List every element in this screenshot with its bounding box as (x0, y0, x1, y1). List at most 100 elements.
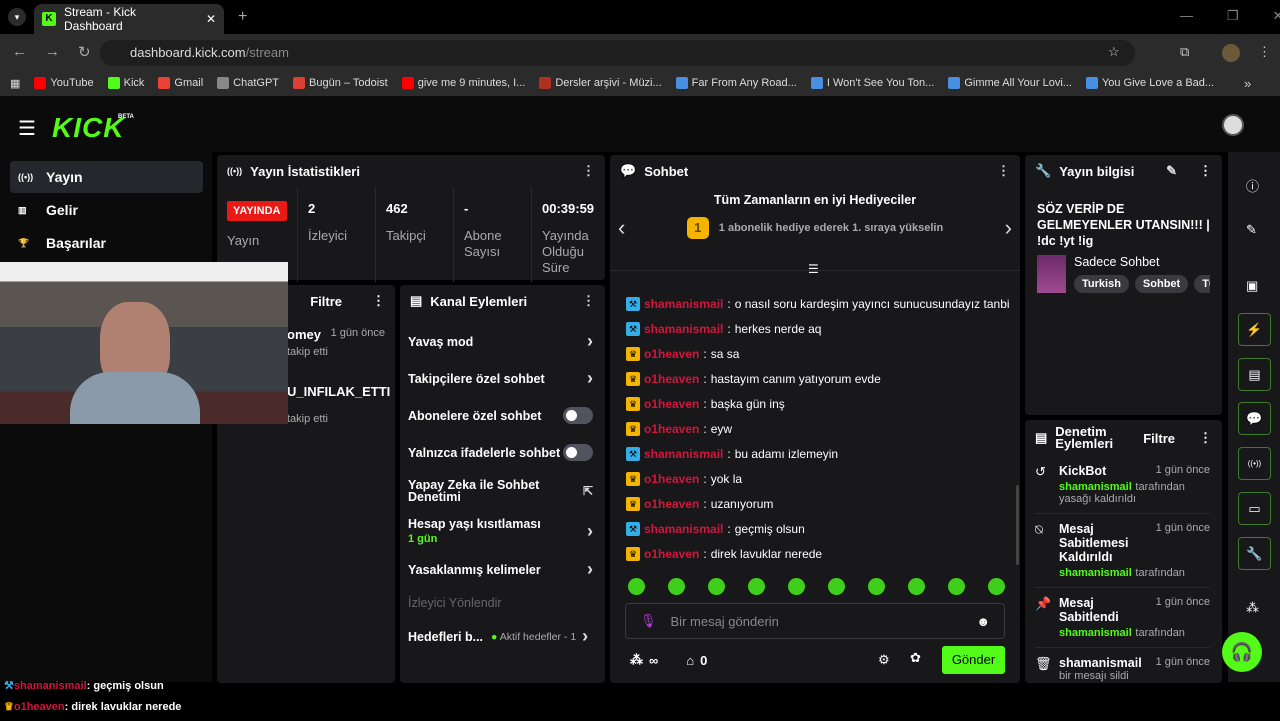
emote-icon[interactable] (628, 578, 645, 595)
channel-action-item[interactable]: Yalnızca ifadelerle sohbet (400, 434, 605, 471)
kick-points-icon[interactable]: ⁂ (630, 652, 643, 667)
chat-username[interactable]: shamanismail (644, 521, 724, 536)
channel-action-item[interactable]: Yasaklanmış kelimeler › (408, 559, 593, 579)
bookmark-item[interactable]: Far From Any Road... (675, 77, 797, 90)
emote-icon[interactable] (828, 578, 845, 595)
chat-username[interactable]: shamanismail (644, 321, 724, 336)
chat-username[interactable]: o1heaven (644, 371, 700, 386)
emote-icon[interactable] (868, 578, 885, 595)
filter-button[interactable]: Filtre (1143, 430, 1175, 446)
minimize-button[interactable]: — (1180, 8, 1193, 23)
chat-username[interactable]: shamanismail (644, 296, 724, 311)
emote-icon[interactable] (988, 578, 1005, 595)
notes-icon[interactable]: ▤ (1238, 358, 1271, 391)
maximize-button[interactable]: ❐ (1227, 8, 1239, 23)
bookmark-item[interactable]: Kick (107, 77, 144, 90)
wrench-icon[interactable]: 🔧 (1238, 537, 1271, 570)
store-icon[interactable]: ⌂ (686, 652, 695, 668)
emote-icon[interactable] (908, 578, 925, 595)
apps-icon[interactable]: ▦ (10, 77, 21, 90)
broadcast-icon[interactable]: ((•)) (1238, 447, 1271, 480)
bookmark-item[interactable]: Gimme All Your Lovi... (948, 77, 1072, 90)
filter-button[interactable]: Filtre (310, 293, 342, 309)
send-button[interactable]: Gönder (942, 646, 1005, 674)
sidebar-item-0[interactable]: ((•)) Yayın (10, 161, 203, 193)
bookmark-item[interactable]: Dersler arşivi - Müzi... (539, 77, 662, 90)
sidebar-item-1[interactable]: ▥ Gelir (18, 202, 78, 218)
channel-action-item[interactable]: Takipçilere özel sohbet › (408, 368, 593, 388)
emote-icon[interactable] (668, 578, 685, 595)
channel-action-item[interactable]: Yapay Zeka ile Sohbet Denetimi ⇱ (408, 478, 593, 504)
info-icon[interactable]: ⓘ (1246, 179, 1260, 194)
edit-icon[interactable]: ✎ (1166, 163, 1177, 178)
channel-action-item[interactable]: Hesap yaşı kısıtlaması 1 gün › (408, 517, 593, 545)
url-input[interactable]: dashboard.kick.com/stream (100, 40, 1135, 66)
extensions-icon[interactable]: ⧉ (1180, 44, 1190, 59)
collapse-icon[interactable]: ☰ (808, 262, 819, 276)
follower-name[interactable]: U_INFILAK_ETTI (287, 384, 391, 399)
reload-icon[interactable]: ↻ (78, 44, 91, 61)
goals-item[interactable]: Hedefleri b... ● Aktif hedefler - 1 › (408, 626, 589, 646)
follower-name[interactable]: omey (287, 327, 321, 342)
more-bookmarks-icon[interactable]: » (1244, 76, 1252, 91)
new-tab-button[interactable]: + (238, 8, 248, 25)
back-icon[interactable]: ← (12, 43, 27, 60)
channel-action-item[interactable]: Abonelere özel sohbet (400, 397, 605, 434)
chat-username[interactable]: shamanismail (644, 446, 724, 461)
chat-username[interactable]: o1heaven (644, 471, 700, 486)
category-thumbnail[interactable] (1037, 255, 1066, 293)
bookmark-item[interactable]: Gmail (158, 77, 203, 90)
toggle-switch[interactable] (563, 407, 593, 424)
prev-arrow[interactable]: ‹ (618, 215, 626, 240)
profile-avatar[interactable] (1222, 44, 1240, 62)
chat-icon[interactable]: 💬 (1238, 402, 1271, 435)
emote-icon[interactable] (708, 578, 725, 595)
more-options-icon[interactable]: ⋮ (582, 163, 595, 178)
tag-pill[interactable]: Türk (1194, 275, 1210, 293)
forward-icon[interactable]: → (45, 43, 60, 60)
screen-capture-icon[interactable]: ▣ (1246, 278, 1259, 293)
more-options-icon[interactable]: ⋮ (582, 293, 595, 308)
more-options-icon[interactable]: ⋮ (372, 293, 385, 308)
user-avatar[interactable] (1222, 114, 1244, 136)
emoji-icon[interactable]: ☻ (976, 613, 990, 629)
bookmark-star-icon[interactable]: ☆ (1108, 44, 1120, 59)
chat-username[interactable]: o1heaven (644, 346, 700, 361)
edit-icon[interactable]: ✎ (1246, 222, 1257, 237)
settings-icon[interactable]: ⚙ (878, 652, 890, 667)
toggle-switch[interactable] (563, 444, 593, 461)
microphone-icon[interactable]: 🎙 (640, 613, 657, 628)
channel-action-item[interactable]: Yavaş mod › (408, 331, 593, 351)
emote-icon[interactable] (948, 578, 965, 595)
bookmark-item[interactable]: YouTube (34, 77, 94, 90)
tab-search-button[interactable]: ▾ (8, 8, 26, 26)
chat-username[interactable]: o1heaven (644, 546, 700, 561)
support-headset-button[interactable]: 🎧 (1222, 632, 1262, 672)
chat-username[interactable]: o1heaven (644, 396, 700, 411)
tag-pill[interactable]: Turkish (1074, 275, 1129, 293)
bookmark-item[interactable]: Bugün – Todoist (293, 77, 388, 90)
sidebar-item-2[interactable]: 🏆 Başarılar (18, 235, 106, 251)
bookmark-item[interactable]: give me 9 minutes, I... (401, 77, 525, 90)
more-options-icon[interactable]: ⋮ (1199, 430, 1212, 445)
chat-scrollbar[interactable] (1016, 485, 1019, 565)
browser-tab[interactable]: K Stream - Kick Dashboard ✕ (34, 4, 224, 34)
tag-pill[interactable]: Sohbet (1134, 275, 1189, 293)
browser-menu-icon[interactable]: ⋮ (1258, 44, 1271, 59)
lightning-icon[interactable]: ⚡ (1238, 313, 1271, 346)
chat-username[interactable]: o1heaven (644, 421, 700, 436)
bookmark-item[interactable]: I Won't See You Ton... (810, 77, 934, 90)
bookmark-item[interactable]: ChatGPT (217, 77, 279, 90)
more-options-icon[interactable]: ⋮ (1199, 163, 1212, 178)
next-arrow[interactable]: › (1004, 215, 1012, 240)
emote-icon[interactable] (748, 578, 765, 595)
close-window-button[interactable]: ✕ (1272, 8, 1280, 23)
emote-icon[interactable] (788, 578, 805, 595)
chat-input[interactable]: 🎙 Bir mesaj gönderin ☻ (625, 603, 1005, 639)
chat-username[interactable]: o1heaven (644, 496, 700, 511)
camera-icon[interactable]: ▭ (1238, 492, 1271, 525)
kick-logo[interactable]: KICK (52, 112, 125, 143)
menu-icon[interactable]: ☰ (18, 118, 36, 140)
more-options-icon[interactable]: ⋮ (997, 163, 1010, 178)
emote-menu-icon[interactable]: ✿ (910, 650, 921, 665)
